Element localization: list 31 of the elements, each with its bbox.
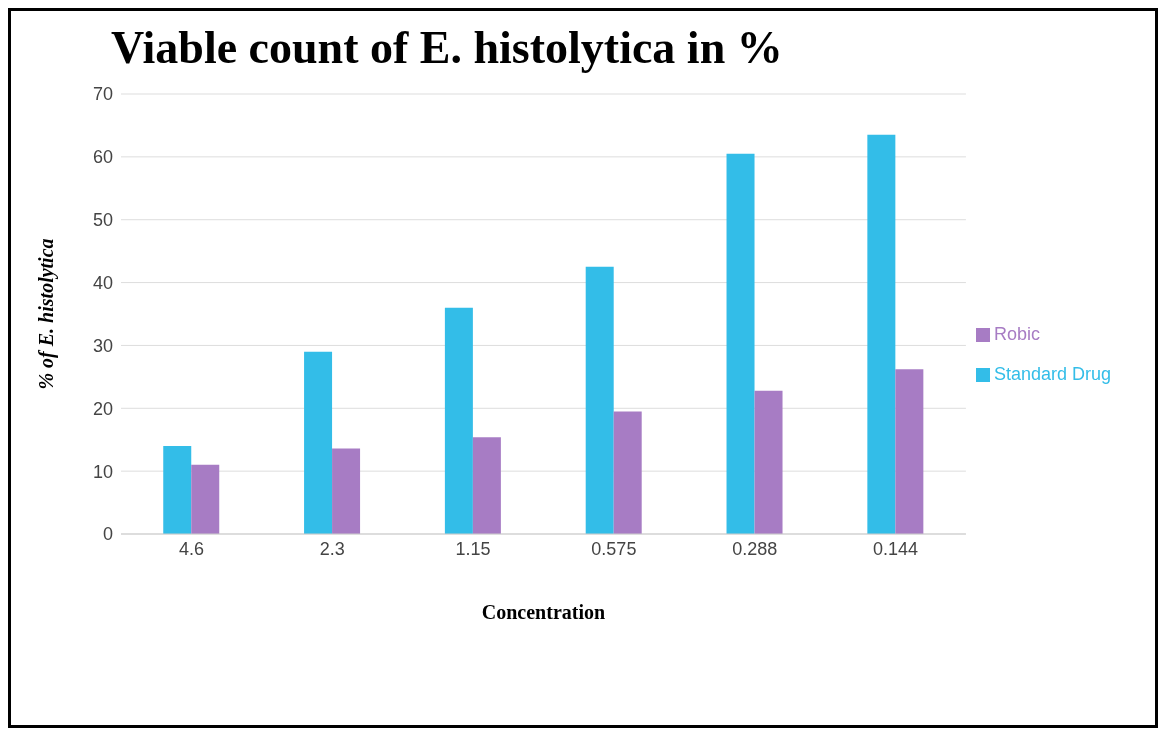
bar	[895, 369, 924, 534]
y-tick-label: 10	[92, 461, 113, 482]
y-tick-label: 60	[92, 147, 113, 168]
bar	[163, 446, 192, 534]
legend-label: Robic	[993, 324, 1040, 344]
x-tick-label: 0.144	[872, 538, 919, 559]
x-tick-label: 1.15	[455, 538, 491, 559]
y-tick-label: 40	[92, 272, 113, 293]
x-tick-label: 0.288	[732, 538, 778, 559]
y-tick-label: 70	[92, 84, 113, 105]
x-tick-label: 0.575	[591, 538, 637, 559]
legend-label: Standard Drug	[993, 364, 1111, 384]
y-tick-label: 20	[92, 398, 113, 419]
bar	[191, 464, 220, 534]
y-tick-label: 0	[102, 524, 113, 545]
bar	[754, 390, 783, 534]
x-axis-title: Concentration	[481, 601, 606, 623]
y-axis-title: % of E. histolytica	[35, 238, 59, 390]
y-tick-label: 30	[92, 335, 113, 356]
x-tick-label: 2.3	[319, 538, 345, 559]
x-tick-label: 4.6	[178, 538, 204, 559]
bar	[585, 266, 614, 534]
bar	[613, 411, 642, 534]
bar	[867, 134, 896, 534]
bar	[444, 307, 473, 534]
bar	[726, 153, 755, 534]
bar	[472, 437, 501, 534]
chart-title: Viable count of E. histolytica in %	[110, 21, 784, 74]
bar	[332, 448, 361, 534]
y-tick-label: 50	[92, 210, 113, 231]
bar	[304, 351, 333, 534]
